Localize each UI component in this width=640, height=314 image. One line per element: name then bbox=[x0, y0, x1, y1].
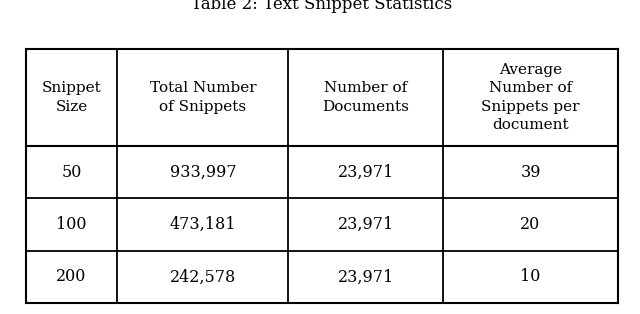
Text: 23,971: 23,971 bbox=[338, 216, 394, 233]
Text: 10: 10 bbox=[520, 268, 541, 285]
Text: 50: 50 bbox=[61, 164, 82, 181]
Text: 473,181: 473,181 bbox=[170, 216, 236, 233]
Text: 242,578: 242,578 bbox=[170, 268, 236, 285]
Text: Number of
Documents: Number of Documents bbox=[323, 81, 410, 114]
Text: 100: 100 bbox=[56, 216, 87, 233]
Text: 20: 20 bbox=[520, 216, 541, 233]
Text: 23,971: 23,971 bbox=[338, 268, 394, 285]
Text: 200: 200 bbox=[56, 268, 86, 285]
Text: Average
Number of
Snippets per
document: Average Number of Snippets per document bbox=[481, 63, 580, 132]
Text: Total Number
of Snippets: Total Number of Snippets bbox=[150, 81, 256, 114]
Text: 23,971: 23,971 bbox=[338, 164, 394, 181]
Text: Table 2: Text Snippet Statistics: Table 2: Text Snippet Statistics bbox=[191, 0, 452, 13]
Text: Snippet
Size: Snippet Size bbox=[42, 81, 101, 114]
Text: 39: 39 bbox=[520, 164, 541, 181]
Text: 933,997: 933,997 bbox=[170, 164, 236, 181]
